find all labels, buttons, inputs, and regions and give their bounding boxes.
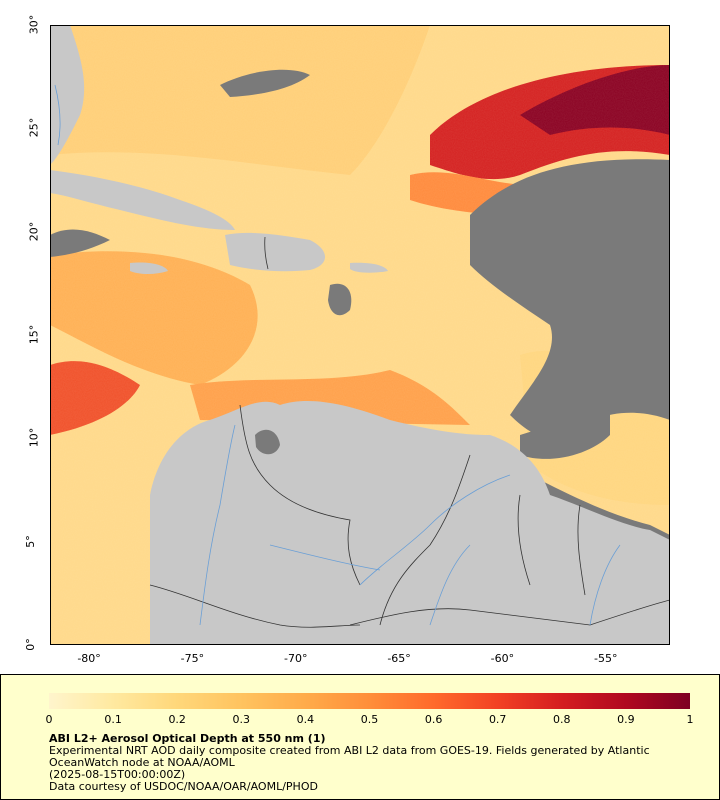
longitude-label: -65° (387, 652, 411, 665)
latitude-label: 0° (23, 638, 37, 651)
land-hispaniola (225, 232, 325, 272)
border-guyana-suriname (517, 494, 531, 586)
land-puerto-rico (350, 262, 388, 273)
colorbar-tick-label: 0.2 (168, 713, 186, 726)
latitude-label: 15° (27, 324, 41, 345)
latitude-label: 25° (27, 118, 41, 138)
river-orinoco (359, 474, 511, 586)
rivers (54, 84, 621, 626)
river-florida (54, 84, 61, 146)
land-lake-maracaibo (255, 429, 280, 455)
longitude-label: -60° (490, 652, 515, 665)
border-haiti-dr (264, 236, 269, 270)
land-jamaica (130, 262, 168, 274)
border-suriname-guiana (577, 504, 586, 596)
map-frame (50, 25, 670, 645)
legend-panel: 0 0.1 0.2 0.3 0.4 0.5 0.6 0.7 0.8 0.9 1 ABI L2+ Ae… (0, 674, 720, 800)
border-colombia-venezuela (239, 404, 361, 586)
latitude-label: 20° (27, 221, 41, 241)
river-tributary-2 (429, 544, 471, 626)
colorbar-tick-label: 0.8 (553, 713, 571, 726)
border-colombia-south (149, 584, 361, 628)
colorbar-tick-label: 0.9 (617, 713, 635, 726)
colorbar-tick-label: 0.7 (488, 713, 507, 726)
missing-data-west-gulf (50, 229, 110, 257)
legend-description: Experimental NRT AOD daily composite cre… (49, 744, 650, 769)
legend-timestamp: (2025-08-15T00:00:00Z) (49, 768, 186, 781)
border-brazil-north (349, 599, 670, 626)
missing-data-regions (50, 69, 670, 545)
legend-credit: Data courtesy of USDOC/NOAA/OAR/AOML/PHO… (49, 780, 318, 793)
colorbar-tick-label: 0.5 (360, 713, 379, 726)
legend-title: ABI L2+ Aerosol Optical Depth at 550 nm … (49, 732, 326, 745)
missing-data-north (220, 69, 310, 97)
colorbar-tick-label: 0.3 (232, 713, 251, 726)
colorbar (49, 693, 690, 709)
missing-data-southeast (520, 410, 610, 459)
land-masses (50, 25, 670, 645)
colorbar-tick-label: 0.4 (296, 713, 315, 726)
longitude-label: -55° (594, 652, 618, 665)
land-cuba (50, 170, 235, 230)
latitude-label: 5° (23, 534, 37, 548)
land-south-america (150, 400, 670, 645)
country-borders (149, 236, 670, 628)
latitude-label: 30° (27, 14, 41, 35)
longitude-label: -75° (180, 652, 205, 665)
colorbar-tick-label: 0.1 (104, 713, 122, 726)
latitude-label: 10° (27, 428, 41, 448)
map-border (50, 25, 670, 645)
missing-data-east (470, 159, 670, 439)
longitude-label: -80° (77, 652, 101, 665)
colorbar-tick-label: 0.6 (424, 713, 443, 726)
border-venezuela-guyana (379, 454, 471, 626)
river-tributary-1 (269, 544, 381, 571)
longitude-label: -70° (284, 652, 308, 665)
colorbar-tick-label: 1 (686, 713, 694, 726)
land-florida (50, 25, 85, 165)
colorbar-tick-label: 0 (45, 713, 53, 726)
river-tributary-3 (589, 544, 621, 626)
missing-data-island (328, 283, 352, 316)
river-magdalena (199, 424, 236, 626)
